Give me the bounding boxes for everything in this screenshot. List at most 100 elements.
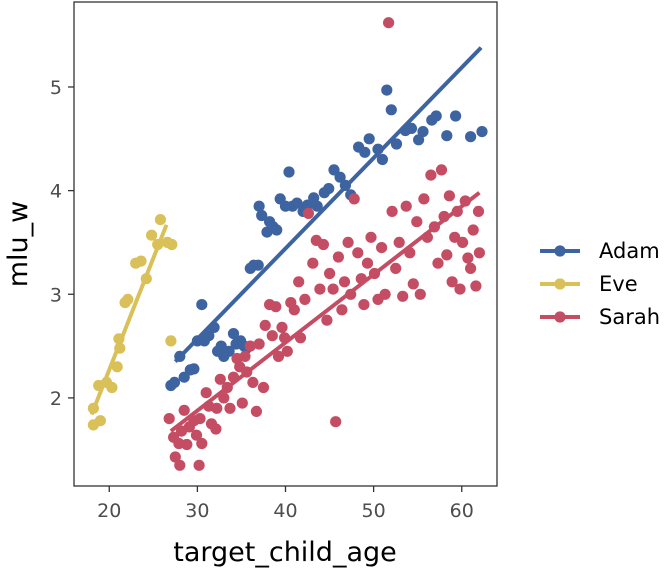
legend: Adam Eve Sarah <box>540 239 660 329</box>
data-point <box>188 363 200 375</box>
data-point <box>336 304 348 316</box>
data-point <box>467 224 479 236</box>
data-point <box>227 328 240 340</box>
data-point <box>465 262 477 274</box>
data-point <box>476 126 488 138</box>
data-point <box>361 257 374 269</box>
data-point <box>430 110 442 122</box>
data-point <box>244 340 256 352</box>
data-point <box>348 193 360 205</box>
legend-key-point <box>554 278 566 290</box>
data-point <box>376 153 388 166</box>
data-point <box>250 405 262 417</box>
data-point <box>363 133 375 145</box>
data-point <box>381 84 393 96</box>
data-point <box>135 255 147 267</box>
data-point <box>352 247 364 259</box>
data-point <box>385 104 397 116</box>
y-tick-label: 4 <box>50 181 62 203</box>
x-tick-label: 50 <box>362 500 386 522</box>
trend-line-adam <box>173 46 483 363</box>
data-point <box>311 200 323 212</box>
x-tick-label: 30 <box>185 500 209 522</box>
y-tick-label: 5 <box>50 77 62 99</box>
data-point <box>193 459 205 471</box>
data-point <box>163 413 175 425</box>
y-tick-label: 3 <box>50 284 62 306</box>
y-axis-title: mlu_w <box>3 201 34 288</box>
data-point <box>454 283 466 295</box>
trend-line-eve <box>89 224 169 416</box>
data-point <box>425 169 437 181</box>
data-point <box>257 381 270 394</box>
data-point <box>223 345 235 357</box>
data-point <box>432 257 444 269</box>
data-point <box>473 247 485 259</box>
legend-item-sarah: Sarah <box>540 305 660 329</box>
data-point <box>307 257 319 269</box>
data-point <box>224 402 236 414</box>
legend-item-adam: Adam <box>540 239 660 263</box>
data-point <box>169 451 181 463</box>
data-point <box>194 413 206 425</box>
data-point <box>413 134 425 146</box>
data-point <box>236 397 248 409</box>
data-point <box>414 288 426 300</box>
y-axis: 2 3 4 5 <box>50 77 74 410</box>
data-point <box>256 209 268 222</box>
data-point <box>218 392 230 404</box>
data-point <box>397 290 409 302</box>
data-point <box>411 216 423 228</box>
legend-label: Eve <box>599 272 638 296</box>
data-point <box>214 373 226 385</box>
data-point <box>400 200 412 212</box>
data-point <box>314 283 326 295</box>
data-point <box>317 238 329 251</box>
data-point <box>470 280 482 292</box>
data-point <box>200 387 212 399</box>
data-point <box>441 130 453 142</box>
data-point <box>379 288 391 300</box>
data-point <box>111 361 123 373</box>
data-point <box>435 164 448 176</box>
data-point <box>472 205 485 217</box>
x-tick-label: 20 <box>97 500 121 522</box>
data-point <box>288 304 300 316</box>
data-point <box>383 17 395 29</box>
data-point <box>166 238 178 251</box>
data-point <box>94 415 106 427</box>
legend-key-point <box>554 311 566 323</box>
data-point <box>253 338 265 350</box>
data-point <box>181 438 193 451</box>
data-point <box>266 330 278 342</box>
data-point <box>327 283 339 295</box>
data-point <box>417 126 429 138</box>
data-point <box>386 205 398 217</box>
data-point <box>253 200 265 212</box>
data-point <box>106 381 118 394</box>
legend-item-eve: Eve <box>540 272 638 296</box>
data-point <box>299 293 311 305</box>
data-point <box>215 340 227 352</box>
data-point <box>334 171 346 183</box>
data-point <box>168 376 181 388</box>
data-point <box>281 345 293 357</box>
data-point <box>358 299 370 311</box>
data-point <box>393 236 405 248</box>
data-point <box>324 267 336 280</box>
data-point <box>122 293 134 305</box>
data-point <box>174 459 186 471</box>
data-point <box>321 314 333 326</box>
data-point <box>390 262 402 274</box>
data-point <box>376 242 388 254</box>
data-point <box>211 402 223 414</box>
data-point <box>441 249 453 261</box>
data-point <box>407 278 419 290</box>
data-point <box>390 138 403 150</box>
data-point <box>276 321 288 333</box>
data-point <box>283 166 295 178</box>
data-point <box>332 251 344 263</box>
data-point <box>165 335 177 347</box>
data-point <box>239 350 251 362</box>
